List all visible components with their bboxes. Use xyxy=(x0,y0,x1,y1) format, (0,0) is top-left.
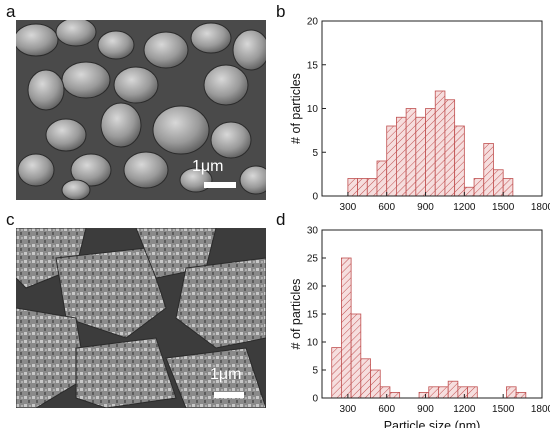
bar xyxy=(447,380,459,399)
bar xyxy=(483,143,494,197)
x-tick-label: 600 xyxy=(378,404,395,415)
scalebar-c xyxy=(214,392,244,398)
bar xyxy=(370,369,381,399)
histogram-b-svg: 30060090012001500180005101520Particle si… xyxy=(289,17,550,232)
bar xyxy=(506,386,517,399)
bar xyxy=(434,90,446,197)
y-tick-label: 5 xyxy=(312,148,318,159)
y-tick-label: 0 xyxy=(312,192,318,203)
x-tick-label: 1200 xyxy=(453,404,476,415)
bar xyxy=(376,160,388,197)
bar xyxy=(366,178,378,197)
sem-image-c: 1μm xyxy=(16,228,266,408)
bar xyxy=(515,391,527,399)
bar xyxy=(357,178,368,197)
x-tick-label: 1500 xyxy=(492,202,515,210)
bar xyxy=(386,125,397,197)
bar xyxy=(341,257,352,399)
x-tick-label: 300 xyxy=(340,202,357,210)
x-tick-label: 1500 xyxy=(492,404,515,415)
bar xyxy=(502,178,514,197)
panel-letter-c: c xyxy=(6,210,15,229)
y-tick-label: 30 xyxy=(307,226,319,237)
bar xyxy=(438,386,449,399)
panel-letter-a: a xyxy=(6,2,16,21)
bar xyxy=(425,108,436,197)
bar xyxy=(350,313,362,399)
bar xyxy=(379,386,391,399)
bar xyxy=(415,116,426,197)
sem-image-a: 1μm xyxy=(16,20,266,200)
x-tick-label: 900 xyxy=(417,404,434,415)
bar xyxy=(418,391,430,399)
y-axis-label: # of particles xyxy=(289,73,303,144)
bar xyxy=(331,347,342,399)
x-tick-label: 900 xyxy=(417,202,434,210)
bar xyxy=(347,178,358,197)
y-tick-label: 20 xyxy=(307,282,319,293)
bar xyxy=(493,169,504,197)
y-tick-label: 15 xyxy=(307,60,319,71)
x-tick-label: 600 xyxy=(378,202,395,210)
histogram-b: 30060090012001500180005101520Particle si… xyxy=(276,10,550,232)
y-tick-label: 10 xyxy=(307,338,319,349)
y-tick-label: 20 xyxy=(307,17,319,28)
bar xyxy=(463,186,475,197)
bar xyxy=(396,116,407,197)
bar xyxy=(428,386,439,399)
y-tick-label: 25 xyxy=(307,254,319,265)
y-axis-label: # of particles xyxy=(289,279,303,350)
panel-letter-b: b xyxy=(276,2,286,21)
y-tick-label: 0 xyxy=(312,394,318,405)
bar xyxy=(457,386,468,399)
y-tick-label: 5 xyxy=(312,366,318,377)
bar xyxy=(444,99,456,197)
bar xyxy=(389,391,401,399)
bar xyxy=(454,125,465,197)
scalebar-label-c: 1μm xyxy=(210,366,242,383)
bar xyxy=(405,108,417,197)
y-tick-label: 10 xyxy=(307,104,319,115)
bar xyxy=(360,358,371,399)
scalebar-a xyxy=(204,182,236,188)
scalebar-label-a: 1μm xyxy=(192,158,224,175)
x-axis-label: Particle size (nm) xyxy=(384,419,481,428)
bar xyxy=(473,178,485,197)
bar xyxy=(467,386,478,399)
panel-letter-d: d xyxy=(276,210,286,229)
y-tick-label: 15 xyxy=(307,310,319,321)
x-tick-label: 1200 xyxy=(453,202,476,210)
x-tick-label: 300 xyxy=(340,404,357,415)
